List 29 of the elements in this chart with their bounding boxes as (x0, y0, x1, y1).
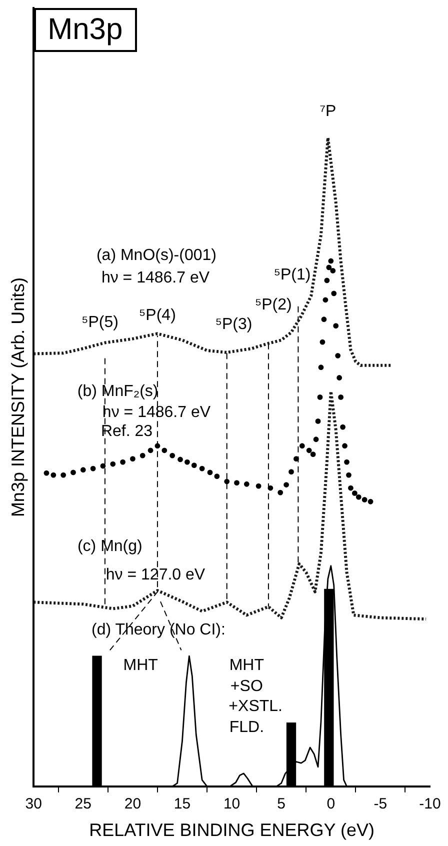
x-tick-label: 10 (223, 796, 240, 813)
x-tick-label: -10 (419, 796, 441, 813)
annotation: hν = 127.0 eV (106, 566, 206, 584)
y-axis-title: Mn3p INTENSITY (Arb. Units) (8, 277, 28, 518)
x-tick-label: -5 (374, 796, 388, 813)
annotation: hν = 1486.7 eV (101, 269, 210, 286)
annotation: ⁵P(5) (82, 314, 118, 332)
annotation: ⁵P(2) (254, 296, 292, 314)
text: ⁷P (320, 103, 336, 120)
x-tick-label: 25 (74, 796, 92, 813)
annotation: ⁵P(4) (139, 306, 176, 324)
annotation: MHT (123, 657, 158, 674)
annotation: (d) Theory (No CI): (91, 621, 226, 638)
annotation: +SO (230, 678, 263, 695)
x-axis-title: RELATIVE BINDING ENERGY (eV) (89, 820, 375, 840)
annotation: (c) Mn(g) (77, 538, 142, 555)
chart-title: Mn3p (34, 8, 137, 52)
annotation: Ref. 23 (100, 422, 153, 440)
x-tick-label: 20 (124, 796, 142, 813)
annotation: +XSTL. (228, 698, 282, 716)
annotation: ⁵P(1) (274, 266, 311, 284)
x-tick-label: 5 (277, 796, 286, 813)
annotation: ⁵P(3) (215, 316, 252, 333)
annotation: FLD. (229, 718, 264, 736)
annotation: MHT (229, 657, 264, 674)
x-tick-label: 15 (174, 796, 191, 813)
x-tick-label: 30 (25, 796, 42, 813)
annotation: (a) MnO(s)-(001) (96, 247, 216, 264)
x-tick-label: 0 (326, 796, 336, 813)
